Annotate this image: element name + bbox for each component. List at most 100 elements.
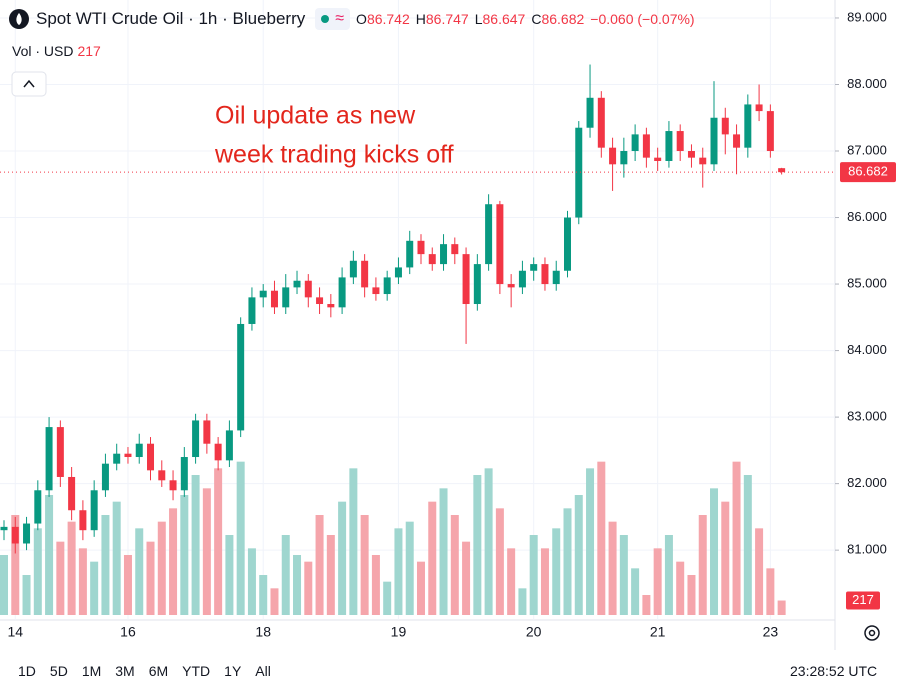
x-tick-label: 21 xyxy=(650,624,666,640)
settings-button[interactable] xyxy=(864,625,880,641)
candle-body xyxy=(530,264,538,271)
volume-bar xyxy=(473,475,482,615)
change-value: −0.060 (−0.07%) xyxy=(590,11,695,27)
range-button[interactable]: 1M xyxy=(81,663,102,676)
low-value: 86.647 xyxy=(482,11,526,27)
y-tick-label: 84.000 xyxy=(847,342,887,357)
ohlc-letter: H xyxy=(415,11,426,27)
chart: 81.000 82.000 83.000 84.000 85.000 86.000 87.0… xyxy=(0,0,896,650)
candle-body xyxy=(192,420,200,458)
candle-body xyxy=(383,277,391,295)
candle-body xyxy=(654,157,662,161)
candle-body xyxy=(564,217,571,271)
volume-bar xyxy=(642,595,651,615)
volume-bar xyxy=(383,581,392,615)
candle-body xyxy=(676,131,684,152)
candle-body xyxy=(575,127,583,218)
candle-body xyxy=(778,168,786,173)
candle-body xyxy=(11,526,19,544)
candle-body xyxy=(327,304,335,308)
candle-body xyxy=(23,523,31,544)
volume-bar xyxy=(146,541,155,615)
open-value: 86.742 xyxy=(366,11,410,27)
candle-body xyxy=(304,280,312,298)
range-button[interactable]: 1D xyxy=(18,663,36,676)
range-button[interactable]: 1Y xyxy=(224,663,242,676)
clock: 23:28:52 UTC xyxy=(790,663,878,676)
volume-bar xyxy=(732,461,741,615)
volume-bar xyxy=(529,535,538,615)
volume-bar xyxy=(11,515,20,615)
volume-legend: Vol · USD 217 xyxy=(12,43,101,59)
volume-label: Vol · USD xyxy=(12,43,74,59)
volume-bar xyxy=(315,515,324,615)
axis-labels: 81.000 82.000 83.000 84.000 85.000 86.000 87.0… xyxy=(0,9,896,640)
volume-bar xyxy=(495,508,504,615)
candle-body xyxy=(293,280,301,288)
volume-bar xyxy=(101,515,110,615)
range-button[interactable]: 3M xyxy=(115,663,135,676)
candle-body xyxy=(394,267,402,278)
candle-body xyxy=(552,270,560,285)
volume-bar xyxy=(56,541,65,615)
symbol-title: Spot WTI Crude Oil · 1h · Blueberry xyxy=(36,9,306,28)
candle-body xyxy=(597,97,605,148)
volume-bar xyxy=(664,535,673,615)
ohlc-letter: L xyxy=(474,11,483,27)
candle-body xyxy=(541,264,549,285)
candle-body xyxy=(214,443,222,461)
close-value: 86.682 xyxy=(541,11,585,27)
candle-body xyxy=(282,287,290,308)
candle-body xyxy=(101,463,109,491)
y-tick-label: 85.000 xyxy=(847,275,887,290)
range-button[interactable]: All xyxy=(255,663,271,676)
volume-bar xyxy=(597,461,606,615)
candle-body xyxy=(270,290,278,308)
volume-bar xyxy=(135,528,144,615)
volume-bar xyxy=(563,508,572,615)
y-tick-label: 82.000 xyxy=(847,475,887,490)
volume-bar xyxy=(428,501,437,615)
candle-body xyxy=(68,476,76,511)
volume-bar xyxy=(608,521,617,615)
candle-body xyxy=(620,151,628,165)
annotation: Oil update as new xyxy=(215,102,416,130)
volume-bar xyxy=(484,468,493,615)
volume-bar xyxy=(45,495,54,615)
candle-body xyxy=(338,277,346,308)
x-tick-label: 23 xyxy=(763,624,779,640)
candle-body xyxy=(451,244,459,255)
volume-bar xyxy=(743,475,752,615)
candle-body xyxy=(642,134,650,158)
candle-body xyxy=(710,117,718,165)
volume-bar xyxy=(710,488,719,615)
volume-bar xyxy=(338,501,347,615)
volume-bar xyxy=(518,588,527,615)
candle-body xyxy=(733,134,741,148)
volume-bar xyxy=(450,515,459,615)
volume-bar xyxy=(394,528,403,615)
candles xyxy=(0,64,786,554)
candle-body xyxy=(180,457,188,491)
volume-bar xyxy=(416,561,425,615)
y-tick-label: 81.000 xyxy=(847,542,887,557)
volume-bar xyxy=(169,508,178,615)
x-tick-label: 20 xyxy=(526,624,542,640)
volume-bar xyxy=(698,515,707,615)
volume-bar xyxy=(574,495,583,615)
volume-bar xyxy=(462,541,471,615)
collapse-button[interactable] xyxy=(11,71,47,97)
candle-body xyxy=(316,297,324,305)
y-tick-label: 83.000 xyxy=(847,409,887,424)
candle-body xyxy=(721,117,729,135)
volume-tag xyxy=(846,591,880,610)
range-button[interactable]: YTD xyxy=(182,663,211,676)
candle-body xyxy=(45,427,53,491)
range-button[interactable]: 5D xyxy=(49,663,68,676)
candle-body xyxy=(169,480,177,491)
volume-bar xyxy=(0,555,8,615)
range-button[interactable]: 6M xyxy=(148,663,169,676)
volume-tag-label: 217 xyxy=(852,592,874,607)
candle-body xyxy=(203,420,211,444)
